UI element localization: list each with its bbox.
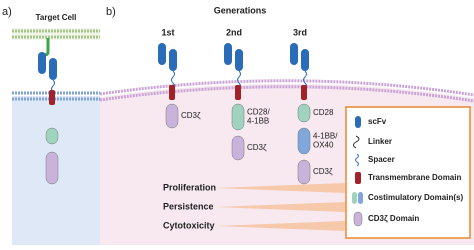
legend-icon	[353, 135, 360, 149]
legend-label: Costimulatory Domain(s)	[368, 193, 463, 202]
legend-icon	[355, 172, 361, 184]
outcome-label: Proliferation	[163, 182, 216, 192]
domain-label: 4-1BB	[247, 117, 269, 126]
legend-label: Spacer	[368, 155, 395, 164]
cd3z-domain	[297, 159, 311, 185]
transmembrane	[235, 85, 241, 100]
legend-icon	[355, 153, 359, 167]
generations-title: Generations	[214, 5, 267, 15]
scfv	[301, 49, 309, 71]
target-title: Target Cell	[36, 13, 77, 22]
antigen	[43, 38, 50, 57]
domain-label: CD28	[313, 108, 334, 117]
legend-label: Linker	[368, 137, 392, 146]
costim-domain	[297, 103, 311, 123]
transmembrane	[49, 90, 55, 105]
scfv	[169, 49, 177, 71]
generation-name: 1st	[161, 27, 174, 37]
panel-label: b)	[106, 6, 116, 18]
domain-label: CD28/	[247, 108, 270, 117]
legend-icon	[353, 211, 363, 227]
membrane-b	[99, 79, 474, 97]
scfv	[290, 43, 298, 65]
domain-label: CD3ζ	[181, 111, 201, 120]
costim-domain	[45, 127, 59, 145]
transmembrane	[169, 85, 175, 100]
domain-label: CD3ζ	[313, 167, 333, 176]
scfv	[49, 58, 57, 80]
legend-icon	[352, 192, 357, 204]
transmembrane	[301, 85, 307, 100]
outcome-wedge	[215, 183, 345, 193]
legend-icon	[355, 116, 361, 128]
outcome-label: Cytotoxicity	[163, 220, 215, 230]
legend-icon	[358, 192, 363, 204]
panel-label: a)	[2, 6, 12, 18]
cd3z-domain	[231, 135, 245, 161]
legend-label: Transmembrane Domain	[368, 173, 461, 182]
scfv	[224, 43, 232, 65]
domain-label: CD3ζ	[247, 143, 267, 152]
domain-label: OX40	[313, 141, 334, 150]
outcome-label: Persistence	[163, 201, 214, 211]
scfv	[38, 52, 46, 74]
legend-box	[345, 106, 471, 239]
membrane-b	[99, 85, 474, 103]
cd3z-domain	[165, 103, 179, 129]
cd3z-domain	[45, 151, 59, 185]
outcome-wedge	[215, 221, 345, 231]
scfv	[158, 43, 166, 65]
legend-label: CD3ζ Domain	[368, 214, 419, 223]
costim-domain	[231, 103, 245, 131]
domain-label: 4-1BB/	[313, 132, 338, 141]
generation-name: 3rd	[293, 27, 307, 37]
costim-domain	[297, 127, 311, 155]
scfv	[235, 49, 243, 71]
generation-name: 2nd	[226, 27, 242, 37]
outcome-wedge	[215, 202, 345, 212]
legend-label: scFv	[368, 117, 387, 126]
